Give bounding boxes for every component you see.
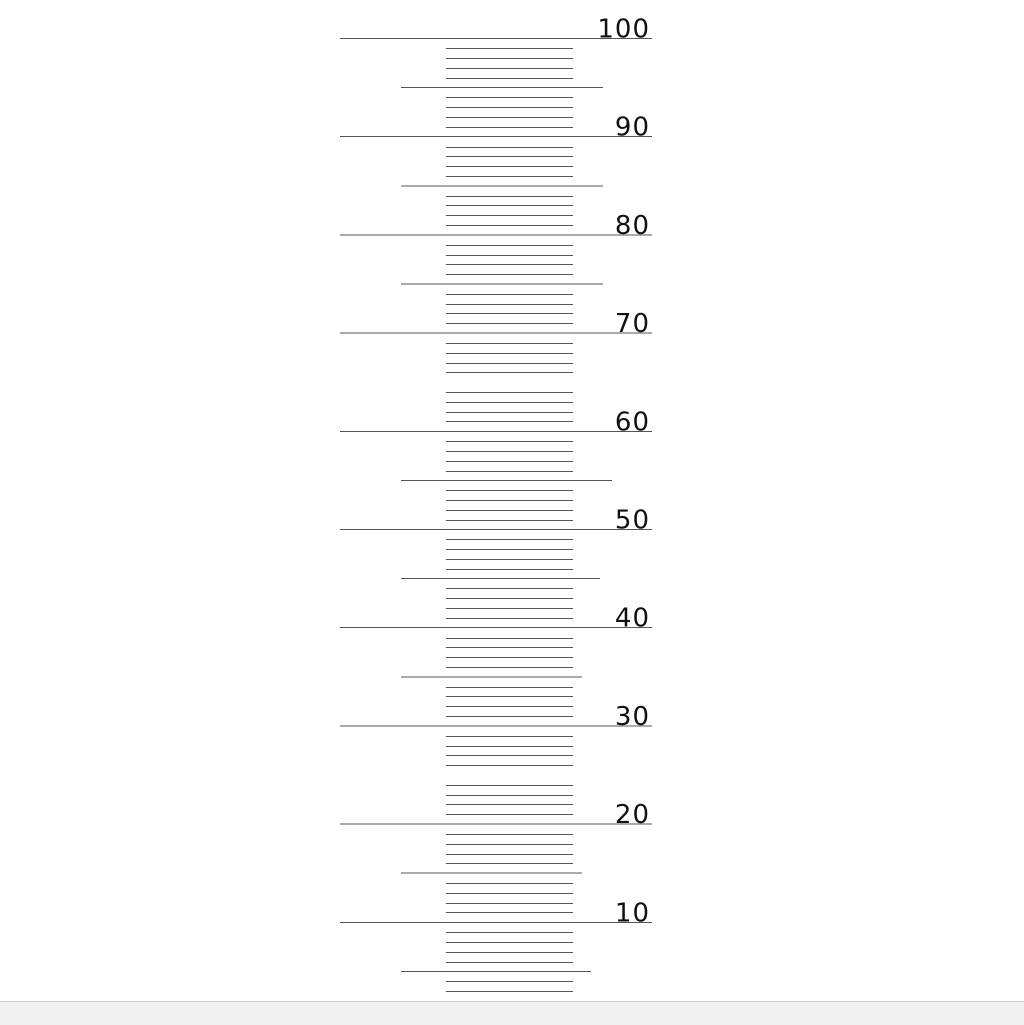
measuring-scale: 100 90 80 70 60 50 40 30 20 10	[340, 15, 652, 992]
tick-label: 70	[615, 309, 650, 339]
tick-label: 50	[615, 506, 650, 536]
tick-label: 10	[615, 898, 650, 928]
tick-label: 90	[615, 113, 650, 143]
tick-label: 60	[615, 407, 650, 437]
tick-label: 100	[597, 15, 650, 45]
tick-label: 80	[615, 211, 650, 241]
tick-label: 30	[615, 702, 650, 732]
bottom-scrollbar-strip[interactable]	[0, 1001, 1024, 1025]
tick-label: 20	[615, 800, 650, 830]
tick-label: 40	[615, 604, 650, 634]
